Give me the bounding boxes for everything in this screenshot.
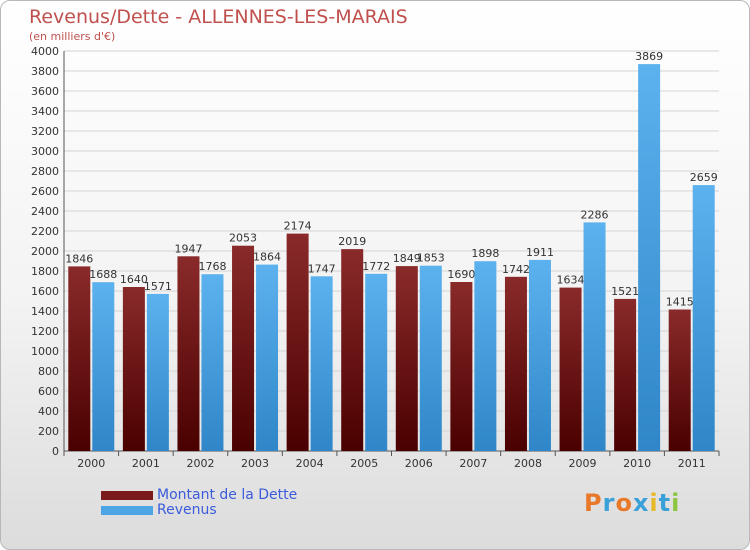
y-tick-label: 2800	[31, 165, 59, 178]
data-label-revenus: 1571	[144, 280, 172, 293]
bar-dette	[177, 256, 200, 451]
x-tick-label: 2005	[350, 457, 378, 470]
x-tick-label: 2007	[459, 457, 487, 470]
data-label-revenus: 1853	[417, 252, 445, 265]
y-tick-label: 3400	[31, 105, 59, 118]
bar-dette	[122, 287, 145, 451]
bar-revenus	[528, 259, 551, 451]
x-tick-label: 2000	[77, 457, 105, 470]
y-tick-label: 3200	[31, 125, 59, 138]
y-tick-label: 1400	[31, 305, 59, 318]
bar-dette	[341, 249, 364, 451]
data-label-revenus: 2286	[581, 208, 609, 221]
bar-revenus	[419, 265, 442, 451]
bar-dette	[504, 276, 527, 451]
bar-revenus	[92, 282, 115, 451]
data-label-revenus: 1911	[526, 246, 554, 259]
data-label-dette: 1415	[666, 296, 694, 309]
bar-revenus	[310, 276, 333, 451]
x-tick-label: 2011	[678, 457, 706, 470]
x-tick-label: 2001	[132, 457, 160, 470]
x-tick-label: 2010	[623, 457, 651, 470]
x-tick-label: 2002	[186, 457, 214, 470]
bar-dette	[395, 266, 418, 451]
logo-letter: r	[602, 489, 616, 517]
logo-letter: t	[658, 489, 672, 517]
y-tick-label: 0	[52, 445, 59, 458]
data-label-revenus: 3869	[635, 50, 663, 63]
data-label-dette: 1634	[557, 274, 585, 287]
y-tick-label: 2600	[31, 185, 59, 198]
y-tick-label: 1800	[31, 265, 59, 278]
bar-dette	[450, 282, 473, 451]
bar-revenus	[146, 293, 169, 451]
legend-swatch-revenus	[101, 506, 153, 515]
y-tick-label: 600	[38, 385, 59, 398]
data-label-dette: 1849	[393, 252, 421, 265]
bar-revenus	[201, 274, 224, 451]
proxiti-logo: Proxiti	[584, 489, 680, 517]
bar-revenus	[638, 64, 661, 451]
y-tick-label: 3800	[31, 65, 59, 78]
data-label-revenus: 1688	[89, 268, 117, 281]
logo-letter: i	[671, 489, 681, 517]
chart-title: Revenus/Dette - ALLENNES-LES-MARAIS	[29, 6, 408, 28]
y-tick-label: 3600	[31, 85, 59, 98]
y-tick-label: 200	[38, 425, 59, 438]
data-label-dette: 2053	[229, 232, 257, 245]
data-label-revenus: 1864	[253, 251, 281, 264]
bar-dette	[286, 233, 309, 451]
data-label-dette: 1846	[65, 252, 93, 265]
data-label-dette: 1947	[174, 242, 202, 255]
y-tick-label: 4000	[31, 45, 59, 58]
data-label-revenus: 1747	[308, 262, 336, 275]
legend-swatch-dette	[101, 491, 153, 500]
bar-revenus	[583, 222, 606, 451]
y-tick-label: 800	[38, 365, 59, 378]
bar-revenus	[474, 261, 497, 451]
y-tick-label: 3000	[31, 145, 59, 158]
data-label-dette: 2019	[338, 235, 366, 248]
x-tick-label: 2006	[405, 457, 433, 470]
bar-dette	[68, 266, 91, 451]
legend-label-revenus: Revenus	[157, 502, 217, 518]
y-tick-label: 2400	[31, 205, 59, 218]
bar-dette	[614, 298, 637, 451]
bar-dette	[668, 309, 691, 451]
bar-dette	[559, 287, 582, 451]
x-tick-label: 2009	[569, 457, 597, 470]
y-tick-label: 1600	[31, 285, 59, 298]
data-label-revenus: 2659	[690, 171, 718, 184]
data-label-revenus: 1768	[198, 260, 226, 273]
data-label-dette: 1742	[502, 263, 530, 276]
x-tick-label: 2008	[514, 457, 542, 470]
y-tick-label: 1200	[31, 325, 59, 338]
logo-letter: o	[615, 489, 633, 517]
x-tick-label: 2003	[241, 457, 269, 470]
legend-label-dette: Montant de la Dette	[157, 487, 298, 503]
data-label-dette: 1521	[611, 285, 639, 298]
bar-revenus	[365, 273, 388, 451]
logo-letter: i	[649, 489, 659, 517]
bar-dette	[232, 245, 255, 451]
data-label-dette: 2174	[284, 220, 312, 233]
bar-revenus	[256, 264, 279, 451]
data-label-revenus: 1772	[362, 260, 390, 273]
bar-revenus	[692, 185, 715, 451]
y-tick-label: 2000	[31, 245, 59, 258]
y-tick-label: 1000	[31, 345, 59, 358]
data-label-dette: 1640	[120, 273, 148, 286]
chart-subtitle: (en milliers d'€)	[29, 30, 116, 43]
x-tick-label: 2004	[296, 457, 324, 470]
data-label-revenus: 1898	[471, 247, 499, 260]
y-tick-label: 2200	[31, 225, 59, 238]
y-tick-label: 400	[38, 405, 59, 418]
data-label-dette: 1690	[447, 268, 475, 281]
logo-letter: x	[632, 489, 650, 517]
logo-letter: P	[584, 489, 603, 517]
